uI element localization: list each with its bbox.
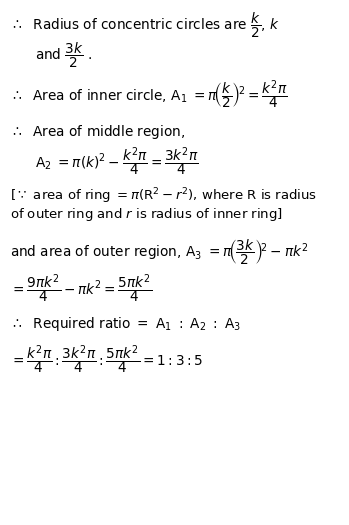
Text: and $\dfrac{3k}{2}$ .: and $\dfrac{3k}{2}$ . (35, 40, 92, 70)
Text: of outer ring and $r$ is radius of inner ring]: of outer ring and $r$ is radius of inner… (10, 206, 283, 223)
Text: [$\because$ area of ring $= \pi(\mathrm{R}^2 - r^2)$, where R is radius: [$\because$ area of ring $= \pi(\mathrm{… (10, 186, 318, 206)
Text: $= \dfrac{k^2\pi}{4} : \dfrac{3k^2\pi}{4} : \dfrac{5\pi k^2}{4} = 1:3:5$: $= \dfrac{k^2\pi}{4} : \dfrac{3k^2\pi}{4… (10, 343, 204, 376)
Text: $\therefore$  Area of middle region,: $\therefore$ Area of middle region, (10, 123, 186, 141)
Text: $\therefore$  Required ratio $=$ A$_1$ $:$ A$_2$ $:$ A$_3$: $\therefore$ Required ratio $=$ A$_1$ $:… (10, 316, 242, 333)
Text: $= \dfrac{9\pi k^2}{4} - \pi k^2 = \dfrac{5\pi k^2}{4}$: $= \dfrac{9\pi k^2}{4} - \pi k^2 = \dfra… (10, 272, 153, 305)
Text: $\therefore$  Radius of concentric circles are $\dfrac{k}{2}$, $k$: $\therefore$ Radius of concentric circle… (10, 10, 280, 40)
Text: A$_2$ $= \pi(k)^2 - \dfrac{k^2\pi}{4} = \dfrac{3k^2\pi}{4}$: A$_2$ $= \pi(k)^2 - \dfrac{k^2\pi}{4} = … (35, 145, 199, 178)
Text: and area of outer region, A$_3$ $= \pi\!\left(\dfrac{3k}{2}\right)^{\!2} - \pi k: and area of outer region, A$_3$ $= \pi\!… (10, 237, 309, 267)
Text: $\therefore$  Area of inner circle, A$_1$ $= \pi\!\left(\dfrac{k}{2}\right)^{\!2: $\therefore$ Area of inner circle, A$_1$… (10, 78, 288, 111)
